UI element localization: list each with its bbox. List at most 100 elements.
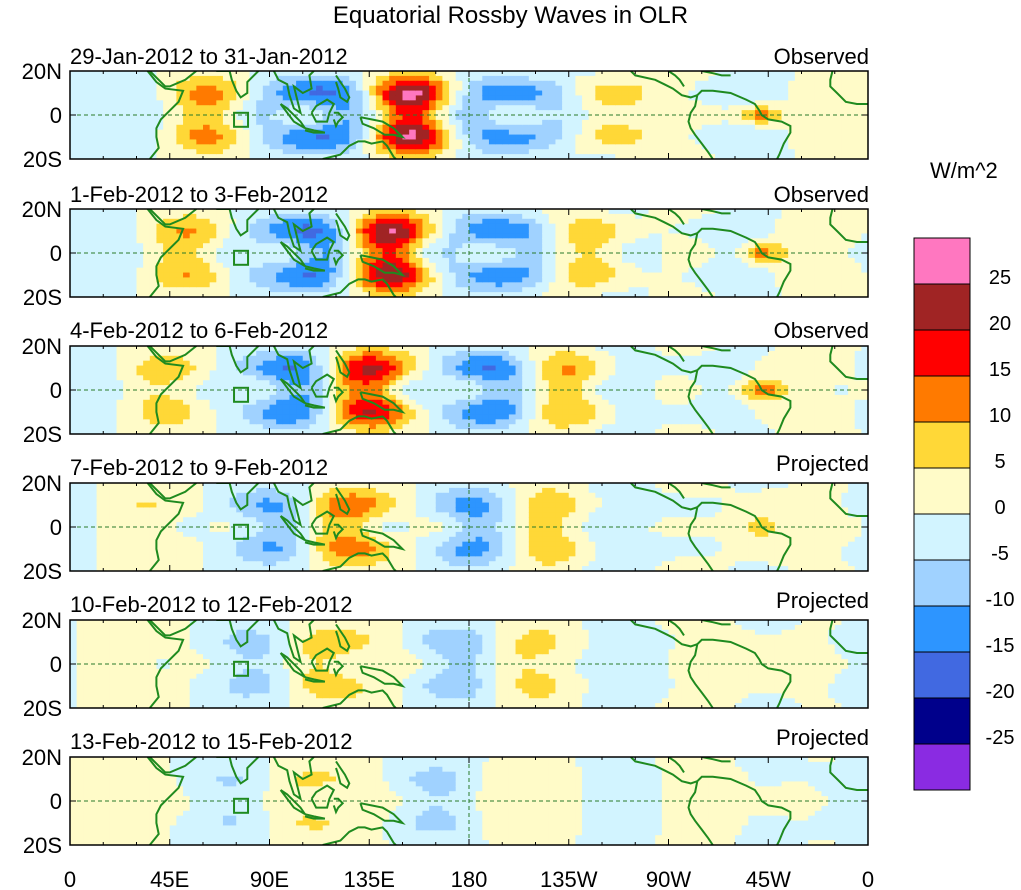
olr-cell — [728, 105, 736, 111]
olr-cell — [555, 262, 563, 269]
olr-cell — [721, 233, 729, 239]
olr-cell — [688, 95, 696, 101]
olr-cell — [249, 90, 257, 97]
olr-cell — [136, 380, 144, 386]
olr-cell — [688, 248, 696, 254]
olr-cell — [389, 272, 397, 279]
olr-cell — [768, 218, 776, 225]
olr-cell — [635, 144, 643, 150]
olr-cell — [701, 233, 709, 239]
olr-cell — [488, 110, 497, 116]
olr-cell — [249, 365, 257, 372]
olr-cell — [735, 80, 743, 87]
olr-cell — [96, 424, 104, 430]
olr-cell — [329, 110, 337, 116]
olr-cell — [715, 124, 723, 131]
olr-cell — [402, 262, 410, 269]
olr-cell — [834, 124, 842, 131]
olr-cell — [89, 380, 98, 386]
olr-cell — [615, 277, 623, 283]
olr-cell — [675, 134, 683, 141]
olr-cell — [415, 257, 424, 264]
olr-cell — [861, 139, 868, 145]
olr-cell — [688, 115, 696, 121]
olr-cell — [741, 262, 749, 269]
olr-cell — [143, 282, 151, 288]
olr-cell — [336, 80, 344, 87]
olr-cell — [249, 100, 257, 106]
olr-cell — [143, 346, 151, 352]
olr-cell — [109, 394, 118, 401]
olr-cell — [362, 218, 370, 225]
olr-cell — [555, 129, 563, 136]
olr-cell — [648, 277, 656, 283]
olr-cell — [668, 119, 676, 126]
olr-cell — [89, 75, 98, 82]
olr-cell — [602, 272, 610, 279]
olr-cell — [808, 144, 816, 150]
olr-cell — [801, 139, 809, 145]
olr-cell — [641, 149, 650, 155]
olr-cell — [442, 71, 450, 77]
olr-cell — [136, 375, 144, 381]
olr-cell — [828, 154, 836, 159]
olr-cell — [761, 262, 769, 269]
olr-cell — [548, 277, 557, 283]
olr-cell — [508, 272, 517, 279]
olr-cell — [415, 243, 424, 249]
olr-cell — [528, 282, 537, 288]
olr-cell — [754, 218, 763, 225]
olr-cell — [442, 243, 450, 249]
olr-cell — [402, 272, 410, 279]
olr-cell — [216, 248, 224, 254]
olr-cell — [615, 149, 623, 155]
olr-cell — [821, 218, 829, 225]
olr-cell — [302, 272, 310, 279]
olr-cell — [848, 149, 856, 155]
olr-cell — [222, 375, 231, 381]
olr-cell — [389, 105, 397, 111]
olr-cell — [542, 272, 550, 279]
olr-cell — [362, 95, 370, 101]
olr-cell — [675, 85, 683, 92]
olr-cell — [183, 277, 191, 283]
olr-cell — [588, 213, 596, 220]
olr-cell — [635, 119, 643, 126]
olr-cell — [322, 267, 330, 274]
olr-cell — [435, 95, 443, 101]
olr-cell — [276, 257, 284, 264]
olr-cell — [721, 115, 729, 121]
olr-cell — [76, 409, 84, 416]
olr-cell — [415, 90, 424, 97]
olr-cell — [701, 287, 709, 293]
olr-cell — [149, 238, 158, 244]
olr-cell — [302, 154, 310, 159]
olr-cell — [89, 272, 98, 279]
olr-cell — [768, 100, 776, 106]
olr-cell — [429, 209, 437, 215]
olr-cell — [389, 110, 397, 116]
olr-cell — [156, 287, 164, 293]
olr-cell — [389, 134, 397, 141]
olr-cell — [635, 85, 643, 92]
olr-cell — [608, 228, 616, 235]
olr-cell — [548, 149, 557, 155]
olr-cell — [555, 85, 563, 92]
olr-cell — [236, 75, 244, 82]
olr-cell — [655, 144, 663, 150]
olr-cell — [615, 209, 623, 215]
olr-cell — [336, 154, 344, 159]
olr-cell — [528, 287, 537, 293]
olr-cell — [688, 267, 696, 274]
olr-cell — [395, 248, 404, 254]
olr-cell — [814, 257, 823, 264]
olr-cell — [748, 90, 756, 97]
olr-cell — [621, 90, 630, 97]
olr-cell — [229, 129, 237, 136]
olr-cell — [774, 223, 783, 230]
olr-cell — [562, 267, 570, 274]
olr-cell — [149, 355, 158, 362]
olr-cell — [216, 95, 224, 101]
olr-cell — [794, 80, 803, 87]
olr-cell — [515, 257, 523, 264]
